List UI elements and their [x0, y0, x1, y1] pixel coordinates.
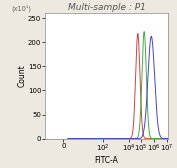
Y-axis label: Count: Count: [17, 65, 26, 87]
X-axis label: FITC-A: FITC-A: [95, 156, 119, 164]
Title: Multi-sample : P1: Multi-sample : P1: [68, 4, 145, 12]
Text: (x10¹): (x10¹): [11, 5, 31, 12]
